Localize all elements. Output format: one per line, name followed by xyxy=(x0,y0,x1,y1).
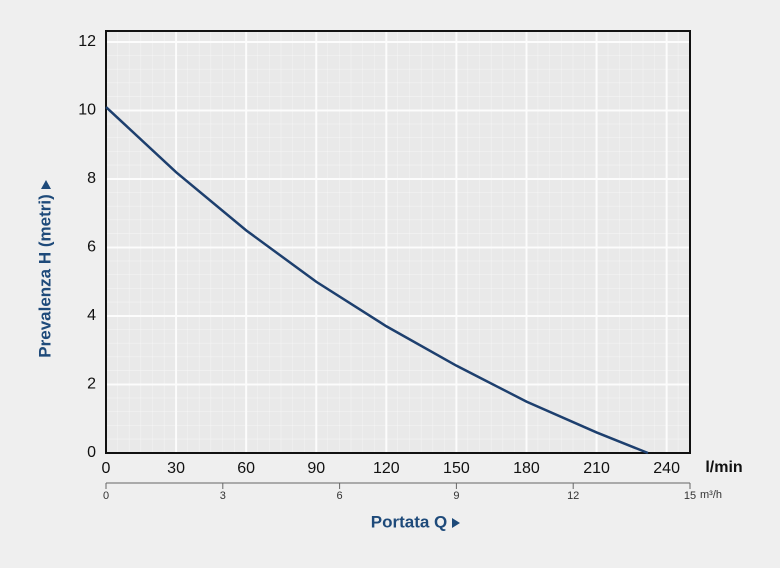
x-tick-label: 60 xyxy=(237,460,255,477)
x-arrow xyxy=(452,518,460,528)
y-tick-label: 2 xyxy=(87,376,96,393)
curve xyxy=(105,106,649,455)
x-axis-title: Portata Q xyxy=(371,512,448,531)
x2-tick-label: 6 xyxy=(337,490,343,502)
y-axis-title: Prevalenza H (metri) xyxy=(35,194,54,357)
y-tick-label: 4 xyxy=(87,307,96,324)
x-tick-label: 30 xyxy=(167,460,185,477)
x2-tick-label: 3 xyxy=(220,490,226,502)
x2-tick-label: 0 xyxy=(103,490,109,502)
x2-tick-label: 12 xyxy=(567,490,579,502)
x-tick-label: 210 xyxy=(583,460,610,477)
y-arrow xyxy=(41,180,51,189)
x2-tick-label: 9 xyxy=(453,490,459,502)
x-tick-label: 240 xyxy=(653,460,680,477)
y-tick-label: 6 xyxy=(87,239,96,256)
y-tick-label: 10 xyxy=(78,102,96,119)
y-tick-label: 8 xyxy=(87,170,96,187)
y-tick-label: 12 xyxy=(78,33,96,50)
minor-grid xyxy=(106,31,690,453)
y-tick-label: 0 xyxy=(87,444,96,461)
x-tick-label: 120 xyxy=(373,460,400,477)
x-unit: l/min xyxy=(705,459,742,476)
plot-frame xyxy=(105,30,691,454)
x-tick-label: 0 xyxy=(102,460,111,477)
x-tick-label: 180 xyxy=(513,460,540,477)
x-tick-label: 150 xyxy=(443,460,470,477)
x-tick-label: 90 xyxy=(307,460,325,477)
x2-unit: m³/h xyxy=(700,489,722,501)
x2-tick-label: 15 xyxy=(684,490,696,502)
